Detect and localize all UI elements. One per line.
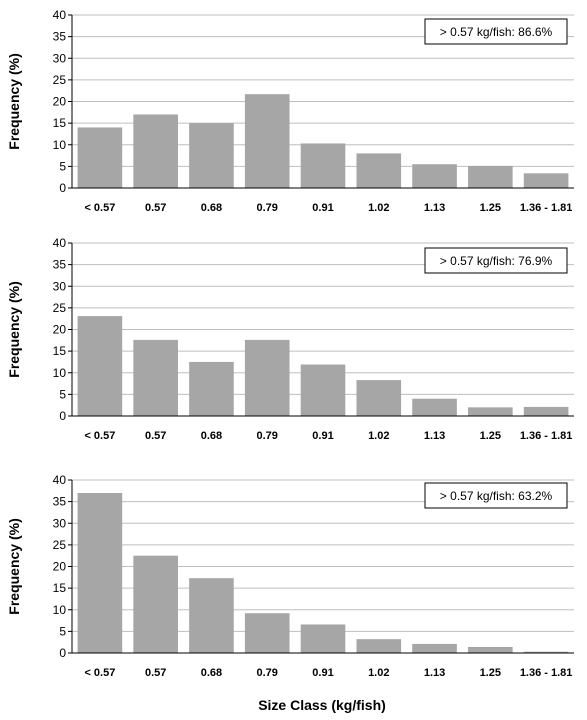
- chart-panel-1: 0 5 10 15 20 25 30 35 40 < 0.57 0.57 0.68 0.79 0.91 1.…: [6, 8, 574, 214]
- x-tick-label: 1.36 - 1.81: [520, 667, 573, 679]
- x-tick-label: 1.25: [480, 667, 501, 679]
- y-tick-label: 5: [59, 159, 66, 173]
- x-tick-label: 0.91: [312, 202, 333, 214]
- bar: [412, 643, 457, 653]
- y-tick-label: 25: [53, 73, 67, 87]
- x-tick-label: 0.57: [145, 202, 166, 214]
- annotation-frame: [424, 247, 568, 274]
- annotation-box: > 0.57 kg/fish: 76.9%: [424, 247, 568, 274]
- y-tick-label: 40: [53, 8, 67, 22]
- bar: [189, 361, 234, 416]
- annotation-box: > 0.57 kg/fish: 86.6%: [424, 18, 568, 45]
- y-tick-label: 35: [53, 30, 67, 44]
- bar: [244, 94, 290, 188]
- y-tick-label: 0: [59, 181, 66, 195]
- x-tick-label: 1.02: [368, 430, 389, 442]
- x-tick-label: 0.57: [145, 430, 166, 442]
- y-tick-label: 20: [53, 323, 67, 337]
- x-tick-label: 0.68: [201, 202, 222, 214]
- annotation-text: > 0.57 kg/fish: 86.6%: [440, 25, 553, 39]
- y-tick-label: 5: [59, 387, 66, 401]
- y-axis-label: Frequency (%): [6, 53, 22, 149]
- y-tick-label: 30: [53, 516, 67, 530]
- annotation-frame: [424, 482, 568, 509]
- y-tick-label: 20: [53, 95, 67, 109]
- y-tick-label: 10: [53, 366, 67, 380]
- x-tick-label: 1.13: [424, 430, 445, 442]
- y-tick-label: 5: [59, 624, 66, 638]
- bar: [523, 651, 569, 653]
- bar: [133, 114, 178, 188]
- bar: [244, 339, 290, 416]
- x-tick-label: < 0.57: [84, 430, 115, 442]
- annotation-box: > 0.57 kg/fish: 63.2%: [424, 482, 568, 509]
- x-tick-label: 0.91: [312, 667, 333, 679]
- x-tick-label: 1.02: [368, 667, 389, 679]
- y-tick-label: 30: [53, 51, 67, 65]
- x-tick-label: 0.57: [145, 667, 166, 679]
- bar: [356, 153, 402, 188]
- x-axis-label: Size Class (kg/fish): [258, 697, 386, 713]
- x-tick-label: 0.79: [257, 202, 278, 214]
- y-tick-label: 25: [53, 538, 67, 552]
- bar: [77, 492, 123, 653]
- x-tick-label: 1.13: [424, 202, 445, 214]
- annotation-text: > 0.57 kg/fish: 76.9%: [440, 254, 553, 268]
- x-tick-label: 1.25: [480, 430, 501, 442]
- y-tick-label: 25: [53, 301, 67, 315]
- y-tick-label: 15: [53, 116, 67, 130]
- x-tick-label: 1.02: [368, 202, 389, 214]
- bar: [77, 127, 123, 188]
- y-tick-label: 0: [59, 646, 66, 660]
- bar: [523, 173, 569, 188]
- x-tick-label: 0.91: [312, 430, 333, 442]
- bar: [244, 613, 290, 653]
- y-tick-label: 40: [53, 473, 67, 487]
- bar: [300, 624, 346, 653]
- bar: [412, 398, 457, 416]
- bar: [356, 380, 402, 416]
- x-tick-label: 1.36 - 1.81: [520, 430, 573, 442]
- y-tick-label: 40: [53, 236, 67, 250]
- bar: [412, 164, 457, 188]
- bar: [300, 364, 346, 416]
- bar: [468, 407, 513, 416]
- bar: [468, 165, 513, 188]
- annotation-text: > 0.57 kg/fish: 63.2%: [440, 489, 553, 503]
- x-tick-label: 0.68: [201, 430, 222, 442]
- y-tick-label: 20: [53, 560, 67, 574]
- y-tick-label: 30: [53, 279, 67, 293]
- y-tick-label: 15: [53, 344, 67, 358]
- bar: [133, 555, 178, 653]
- y-tick-label: 10: [53, 138, 67, 152]
- bar: [356, 639, 402, 653]
- x-tick-label: 1.25: [480, 202, 501, 214]
- y-axis-label: Frequency (%): [6, 281, 22, 377]
- annotation-frame: [424, 18, 568, 45]
- x-tick-label: 0.79: [257, 667, 278, 679]
- bar: [133, 339, 178, 416]
- y-tick-label: 35: [53, 495, 67, 509]
- chart-panels: 0 5 10 15 20 25 30 35 40 < 0.57 0.57 0.68 0.79 0.91 1.…: [6, 8, 574, 679]
- y-tick-label: 15: [53, 581, 67, 595]
- x-tick-label: 1.36 - 1.81: [520, 202, 573, 214]
- bar: [189, 578, 234, 653]
- chart-panel-3: 0 5 10 15 20 25 30 35 40 < 0.57 0.57 0.68 0.79 0.91 1.…: [6, 473, 574, 679]
- bar: [189, 123, 234, 188]
- bar: [77, 316, 123, 416]
- bar: [523, 406, 569, 416]
- y-tick-label: 10: [53, 603, 67, 617]
- bar: [300, 143, 346, 188]
- x-tick-label: 1.13: [424, 667, 445, 679]
- chart-panel-2: 0 5 10 15 20 25 30 35 40 < 0.57 0.57 0.68 0.79 0.91 1.…: [6, 236, 574, 442]
- x-tick-label: 0.79: [257, 430, 278, 442]
- x-tick-label: 0.68: [201, 667, 222, 679]
- y-axis-label: Frequency (%): [6, 518, 22, 614]
- x-tick-label: < 0.57: [84, 667, 115, 679]
- y-tick-label: 35: [53, 258, 67, 272]
- y-tick-label: 0: [59, 409, 66, 423]
- x-tick-label: < 0.57: [84, 202, 115, 214]
- bar: [468, 646, 513, 653]
